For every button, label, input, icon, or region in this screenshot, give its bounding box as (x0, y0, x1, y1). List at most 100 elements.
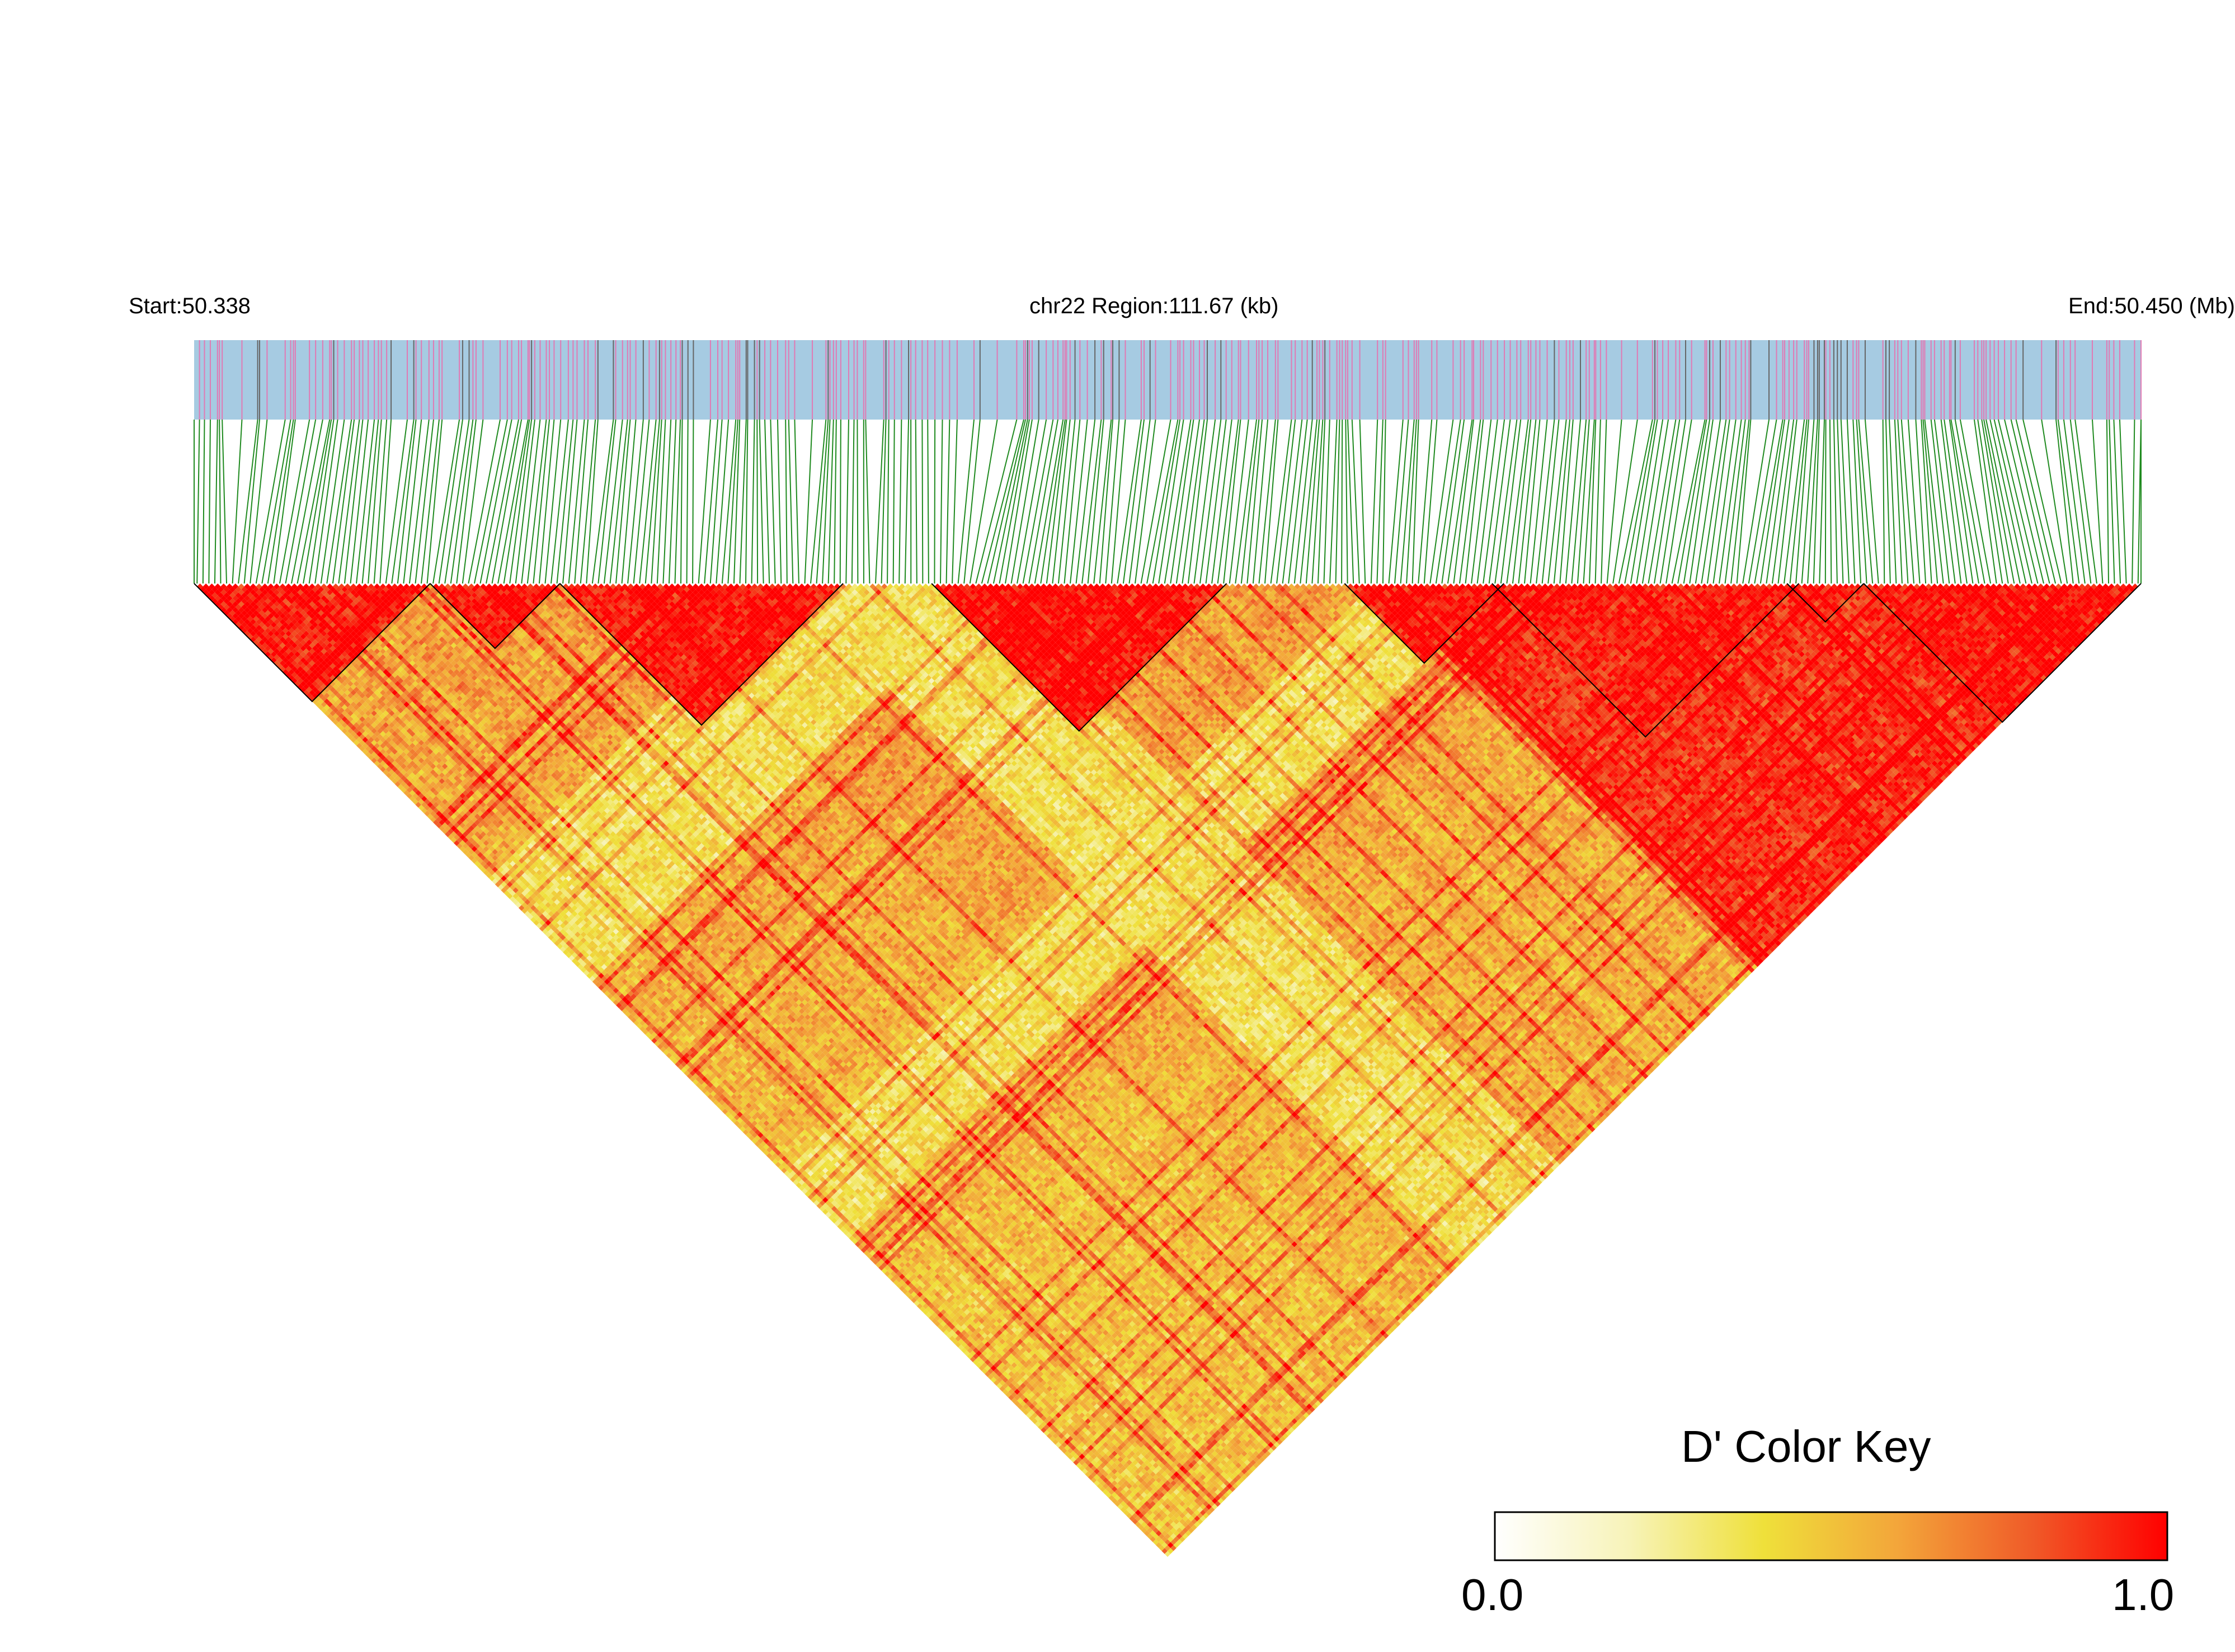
snp-connector (392, 420, 413, 583)
snp-connector (1796, 420, 1809, 583)
snp-connector (804, 420, 812, 583)
snp-connector (1596, 420, 1601, 583)
snp-connector (1424, 420, 1437, 583)
snp-connector (794, 420, 798, 583)
snp-connector (1865, 420, 1879, 583)
snp-connector (1218, 420, 1239, 583)
snp-connector (982, 420, 1024, 583)
snp-connector (1442, 420, 1464, 583)
snp-connector (899, 420, 901, 583)
snp-connector (2056, 420, 2073, 583)
snp-connector (834, 420, 836, 583)
snp-connector (451, 420, 473, 583)
snp-connector (1017, 420, 1046, 583)
snp-connector (427, 420, 443, 583)
snp-connector (616, 420, 630, 583)
snp-connector (1389, 420, 1403, 583)
track-background (194, 340, 2141, 420)
snp-connector (203, 420, 205, 583)
snp-connector (1834, 420, 1837, 583)
snp-connector (1889, 420, 1896, 583)
snp-connector (740, 420, 746, 583)
snp-connector (846, 420, 849, 583)
snp-connector (1430, 420, 1453, 583)
snp-connector (333, 420, 354, 583)
snp-connector (2011, 420, 2050, 583)
snp-connector (1830, 420, 1831, 583)
snp-connector (1360, 420, 1366, 583)
snp-connector (2005, 420, 2044, 583)
snp-connector (1883, 420, 1885, 583)
snp-connector (2016, 420, 2055, 583)
snp-connector (1631, 420, 1658, 583)
snp-connector (2114, 420, 2120, 583)
snp-connector (2109, 420, 2114, 583)
snp-connector (1383, 420, 1386, 583)
snp-connector (2107, 420, 2109, 583)
snp-connector (1648, 420, 1676, 583)
snp-connector (1754, 420, 1782, 583)
snp-connector (1418, 420, 1432, 583)
snp-connector (1371, 420, 1377, 583)
snp-connector (2071, 420, 2091, 583)
snp-connector (840, 420, 841, 583)
snp-connector (219, 420, 220, 583)
snp-connector (592, 420, 614, 583)
snp-connector (1352, 420, 1359, 583)
snp-connector (922, 420, 923, 583)
snp-connector (1737, 420, 1751, 583)
snp-connector-lines (194, 420, 2141, 583)
snp-connector (2058, 420, 2079, 583)
snp-connector (222, 420, 227, 583)
snp-connector (1345, 420, 1347, 583)
snp-connector (1165, 420, 1191, 583)
snp-connector (1725, 420, 1745, 583)
snp-connector (1029, 420, 1058, 583)
snp-connector (1377, 420, 1382, 583)
snp-connector (928, 420, 929, 583)
snp-connector (916, 420, 917, 583)
snp-connector (852, 420, 854, 583)
snp-connector (1994, 420, 2032, 583)
snp-connector (887, 420, 889, 583)
snp-connector (1941, 420, 1961, 583)
snp-connector (1825, 420, 1826, 583)
snp-connector (1636, 420, 1663, 583)
snp-connector (1123, 420, 1144, 583)
snp-connector (789, 420, 793, 583)
snp-connector (765, 420, 769, 583)
snp-connector (1916, 420, 1926, 583)
snp-connector (1654, 420, 1679, 583)
snp-connector (681, 420, 683, 583)
snp-connector (1489, 420, 1511, 583)
snp-connector (1094, 420, 1111, 583)
snp-connector (687, 420, 688, 583)
snp-connector (1112, 420, 1126, 583)
snp-connector (2132, 420, 2134, 583)
snp-connector (760, 420, 764, 583)
snp-connector (857, 420, 858, 583)
snp-connector (1170, 420, 1193, 583)
snp-connector (398, 420, 416, 583)
snp-connector (1895, 420, 1902, 583)
snp-connector (197, 420, 199, 583)
snp-position-track (194, 340, 2141, 420)
snp-connector (1672, 420, 1705, 583)
snp-connector (1348, 420, 1353, 583)
snp-connector (1619, 420, 1653, 583)
snp-connector (1005, 420, 1032, 583)
snp-connector (1483, 420, 1504, 583)
snp-connector (1182, 420, 1204, 583)
snp-connector (1766, 420, 1789, 583)
snp-connector (1105, 420, 1119, 583)
snp-connector (2120, 420, 2126, 583)
snp-connector (893, 420, 895, 583)
snp-connector (1206, 420, 1226, 583)
snp-connector (1288, 420, 1307, 583)
snp-connector (905, 420, 909, 583)
snp-connector (1790, 420, 1807, 583)
snp-connector (770, 420, 775, 583)
snp-connector (262, 420, 290, 583)
snp-connector (947, 420, 950, 583)
